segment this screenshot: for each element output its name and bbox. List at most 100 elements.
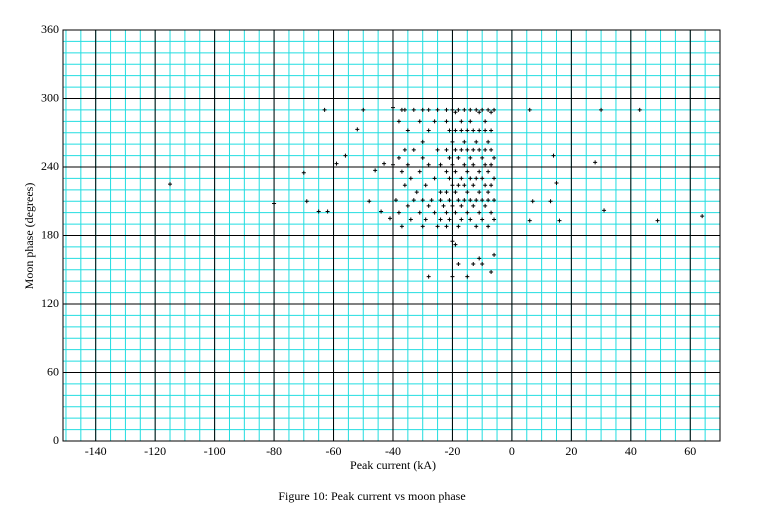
point [450, 107, 455, 112]
point [420, 224, 425, 229]
point [480, 107, 485, 112]
point [459, 217, 464, 222]
point [396, 119, 401, 124]
point [471, 147, 476, 152]
point [379, 209, 384, 214]
point [480, 262, 485, 267]
point [551, 153, 556, 158]
point [420, 155, 425, 160]
point [468, 198, 473, 203]
point [343, 153, 348, 158]
y-axis-label: Moon phase (degrees) [22, 183, 36, 290]
point [465, 190, 470, 195]
point [450, 139, 455, 144]
point [438, 190, 443, 195]
point [462, 107, 467, 112]
point [557, 218, 562, 223]
point [471, 162, 476, 167]
point [477, 210, 482, 215]
point [423, 217, 428, 222]
point [471, 183, 476, 188]
point [411, 147, 416, 152]
plot-frame [62, 29, 721, 442]
point [477, 169, 482, 174]
point [480, 217, 485, 222]
point [462, 162, 467, 167]
point [393, 198, 398, 203]
x-tick-label: 60 [684, 444, 696, 458]
x-tick-label: -20 [444, 444, 460, 458]
point [450, 239, 455, 244]
point [474, 139, 479, 144]
x-tick-label: 20 [565, 444, 577, 458]
point [489, 162, 494, 167]
point [444, 147, 449, 152]
point [420, 139, 425, 144]
point [444, 119, 449, 124]
point [489, 270, 494, 275]
x-axis-label: Peak current (kA) [350, 458, 436, 472]
point [399, 169, 404, 174]
point [489, 128, 494, 133]
point [420, 198, 425, 203]
point [450, 183, 455, 188]
points [168, 105, 705, 279]
point [399, 224, 404, 229]
point [456, 262, 461, 267]
point [471, 128, 476, 133]
point [426, 128, 431, 133]
point [483, 128, 488, 133]
point [396, 155, 401, 160]
point [456, 183, 461, 188]
point [405, 203, 410, 208]
point [322, 107, 327, 112]
point [411, 198, 416, 203]
point [334, 161, 339, 166]
point [480, 198, 485, 203]
point [465, 128, 470, 133]
x-tick-label: 0 [509, 444, 515, 458]
point [554, 180, 559, 185]
point [602, 208, 607, 213]
point [483, 119, 488, 124]
point [489, 183, 494, 188]
point [405, 162, 410, 167]
x-tick-label: -80 [266, 444, 282, 458]
point [450, 162, 455, 167]
point [316, 209, 321, 214]
point [435, 224, 440, 229]
point [426, 203, 431, 208]
point [489, 110, 494, 115]
point [450, 274, 455, 279]
point [453, 110, 458, 115]
point [474, 107, 479, 112]
point [599, 107, 604, 112]
point [405, 128, 410, 133]
point [468, 107, 473, 112]
point [453, 169, 458, 174]
point [390, 162, 395, 167]
point [432, 119, 437, 124]
y-tick-label: 0 [53, 433, 59, 447]
point [325, 209, 330, 214]
y-tick-label: 360 [41, 22, 59, 36]
point [465, 147, 470, 152]
point [447, 128, 452, 133]
point [474, 176, 479, 181]
point [408, 176, 413, 181]
point [477, 147, 482, 152]
point [390, 105, 395, 110]
point [480, 155, 485, 160]
point [396, 210, 401, 215]
point [471, 203, 476, 208]
point [432, 176, 437, 181]
point [483, 203, 488, 208]
grid [63, 29, 720, 442]
point [417, 210, 422, 215]
point [480, 176, 485, 181]
y-tick-label: 120 [41, 296, 59, 310]
point [423, 183, 428, 188]
point [367, 199, 372, 204]
point [474, 198, 479, 203]
